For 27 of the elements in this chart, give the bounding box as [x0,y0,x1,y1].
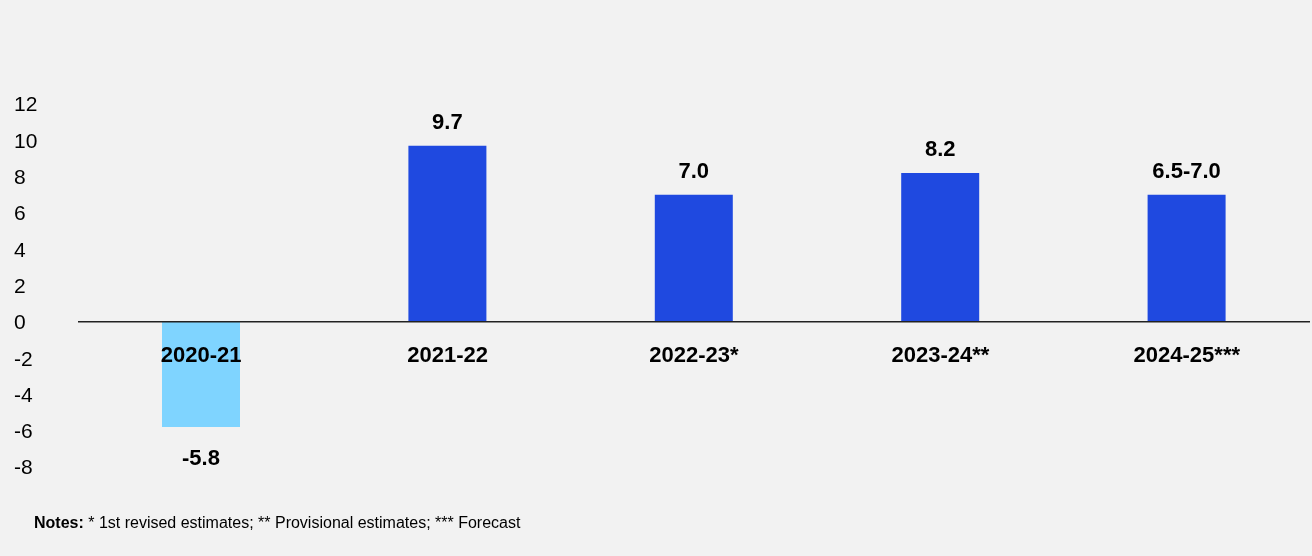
bar [408,145,487,322]
y-tick-label: 8 [14,165,26,189]
text: Notes: * 1st revised estimates; ** Provisional estimates; *** Forecast [34,514,521,532]
x-tick-label: 2022-23* [649,341,740,367]
bar [162,321,240,428]
y-tick-label: 0 [14,310,26,334]
y-tick-label: -4 [14,382,33,406]
data-label: 9.7 [432,108,463,134]
x-tick-label: 2024-25*** [1133,341,1241,367]
y-tick-label: -8 [14,455,33,479]
x-tick-label: 2023-24** [891,341,990,367]
data-label: 7.0 [678,157,710,183]
data-label: -5.8 [182,445,220,471]
y-tick-label: 4 [14,237,26,261]
y-tick-label: 6 [14,201,26,225]
bar [654,194,733,322]
y-tick-label: 2 [14,273,26,297]
data-label: 8.2 [924,135,956,161]
y-tick-label: 10 [14,128,38,152]
y-tick-label: 12 [14,92,38,116]
x-tick-label: 2021-22 [407,341,488,367]
bar [901,172,980,322]
bar [1147,194,1226,322]
x-tick-label: 2020-21 [160,341,242,367]
data-label: 6.5-7.0 [1152,157,1221,183]
y-tick-label: -6 [14,419,33,443]
y-tick-label: -2 [14,346,33,370]
